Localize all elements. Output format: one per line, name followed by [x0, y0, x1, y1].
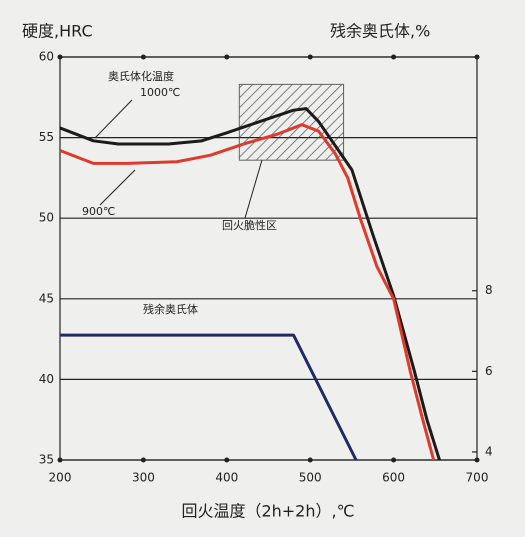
- series-label: 残余奥氏体: [143, 302, 198, 316]
- y2-tick-label: 8: [485, 283, 493, 297]
- y-tick-label: 35: [39, 453, 54, 467]
- x-tick-dot: [474, 457, 480, 463]
- brittle-region: [238, 83, 345, 161]
- x-tick-dot: [224, 54, 230, 60]
- x-tick-label: 700: [466, 471, 489, 485]
- y2-axis-title: 残余奥氏体,%: [330, 22, 430, 41]
- x-tick-dot: [224, 457, 230, 463]
- series-label: 900℃: [82, 205, 115, 218]
- y-tick-label: 60: [39, 50, 54, 64]
- y-axis-title: 硬度,HRC: [22, 22, 93, 41]
- x-tick-dot: [140, 54, 146, 60]
- x-tick-label: 500: [299, 471, 322, 485]
- y-tick-label: 55: [39, 130, 54, 144]
- leader-line: [244, 159, 263, 219]
- x-tick-label: 400: [215, 471, 238, 485]
- series-line: [59, 123, 436, 461]
- y-tick-label: 50: [39, 211, 54, 225]
- series-line: [59, 107, 441, 461]
- x-tick-dot: [474, 54, 480, 60]
- x-axis-title: 回火温度（2h+2h）,℃: [181, 502, 354, 521]
- x-tick-label: 600: [382, 471, 405, 485]
- leader-line: [94, 99, 133, 139]
- y-tick-label: 40: [39, 372, 54, 386]
- y2-tick-label: 4: [485, 444, 493, 458]
- y2-tick-label: 6: [485, 364, 493, 378]
- leader-line: [99, 169, 136, 206]
- x-tick-label: 300: [132, 471, 155, 485]
- x-tick-dot: [307, 54, 313, 60]
- x-tick-label: 200: [49, 471, 72, 485]
- y-tick-label: 45: [39, 291, 54, 305]
- x-tick-dot: [57, 457, 63, 463]
- annotation: 回火脆性区: [222, 218, 277, 232]
- x-tick-dot: [140, 457, 146, 463]
- x-tick-dot: [391, 54, 397, 60]
- x-tick-dot: [57, 54, 63, 60]
- annotation: 奥氏体化温度: [108, 69, 174, 83]
- x-tick-dot: [391, 457, 397, 463]
- x-tick-dot: [307, 457, 313, 463]
- series-label: 1000℃: [140, 86, 180, 99]
- series-line: [60, 333, 358, 461]
- plot: 35 40 45 50 55 60 4 6 8 200 300 400 500 600 700: [39, 50, 493, 485]
